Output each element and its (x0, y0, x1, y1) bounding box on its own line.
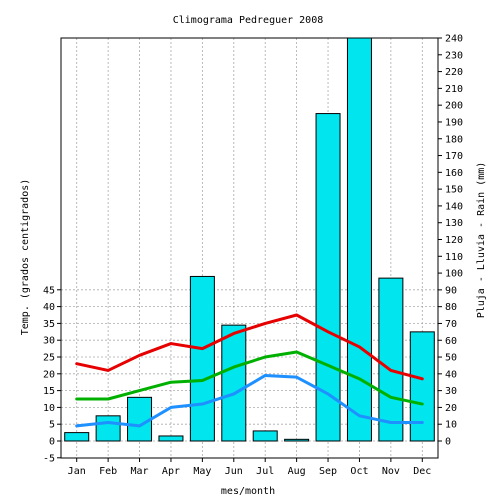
rain-bar (127, 396, 153, 442)
rain-bar (158, 435, 184, 442)
x-tick-label: May (193, 466, 211, 477)
right-tick-label: 170 (445, 151, 463, 162)
right-tick-label: 180 (445, 134, 463, 145)
left-tick-label: -5 (43, 453, 55, 464)
left-tick-label: 30 (43, 336, 55, 347)
left-tick-label: 25 (43, 353, 55, 364)
rain-bar (284, 438, 310, 442)
right-tick-label: 70 (445, 319, 457, 330)
left-tick-label: 45 (43, 285, 55, 296)
right-tick-label: 30 (445, 386, 457, 397)
rain-bar (64, 432, 90, 442)
rain-bar (189, 275, 215, 442)
rain-bar (409, 331, 435, 442)
right-tick-label: 150 (445, 185, 463, 196)
left-tick-label: 15 (43, 386, 55, 397)
right-tick-label: 200 (445, 101, 463, 112)
right-tick-label: 0 (445, 437, 451, 448)
right-tick-label: 240 (445, 34, 463, 45)
rain-bar (95, 415, 121, 442)
rain-bar (315, 113, 341, 442)
rain-bars (64, 37, 435, 442)
x-tick-label: Mar (131, 466, 149, 477)
temperature-lines (75, 313, 424, 428)
right-tick-label: 10 (445, 420, 457, 431)
x-tick-label: Sep (319, 466, 337, 477)
right-tick-label: 80 (445, 302, 457, 313)
temperature-line (75, 373, 424, 428)
x-tick-label: Oct (350, 466, 368, 477)
x-tick-label: Aug (288, 466, 306, 477)
x-tick-label: Jan (68, 466, 86, 477)
left-tick-label: 10 (43, 403, 55, 414)
x-tick-label: Jul (256, 466, 274, 477)
right-tick-label: 190 (445, 117, 463, 128)
x-tick-label: Nov (382, 466, 400, 477)
temperature-line (75, 350, 424, 406)
x-tick-label: Feb (99, 466, 117, 477)
right-axis-label: Pluja - Lluvia - Rain (mm) (476, 162, 487, 319)
right-tick-label: 220 (445, 67, 463, 78)
right-tick-label: 210 (445, 84, 463, 95)
left-tick-label: 5 (49, 420, 55, 431)
right-tick-label: 230 (445, 50, 463, 61)
right-tick-label: 160 (445, 168, 463, 179)
right-tick-label: 90 (445, 285, 457, 296)
right-tick-label: 110 (445, 252, 463, 263)
x-tick-label: Apr (162, 466, 180, 477)
left-tick-label: 40 (43, 302, 55, 313)
axes (60, 37, 439, 459)
temperature-line (75, 313, 424, 381)
left-axis-label: Temp. (grados centigrados) (20, 179, 31, 336)
plot-frame (60, 37, 439, 459)
right-tick-label: 50 (445, 353, 457, 364)
right-tick-label: 60 (445, 336, 457, 347)
x-axis-label: mes/month (221, 486, 275, 497)
right-tick-label: 40 (445, 369, 457, 380)
left-tick-label: 0 (49, 437, 55, 448)
right-tick-label: 130 (445, 218, 463, 229)
right-tick-label: 120 (445, 235, 463, 246)
left-tick-label: 20 (43, 369, 55, 380)
rain-bar (378, 277, 404, 442)
rain-bar (221, 324, 247, 442)
rain-bar (252, 430, 278, 442)
right-tick-label: 140 (445, 201, 463, 212)
x-tick-label: Jun (225, 466, 243, 477)
x-tick-label: Dec (413, 466, 431, 477)
right-tick-label: 100 (445, 269, 463, 280)
left-tick-label: 35 (43, 319, 55, 330)
right-tick-label: 20 (445, 403, 457, 414)
tick-labels: -5 0 5 10 15 20 25 30 35 40 45 0 10 20 30 40 50 60 70 80 90 1… (43, 34, 463, 478)
chart-title: Climograma Pedreguer 2008 (173, 15, 324, 26)
